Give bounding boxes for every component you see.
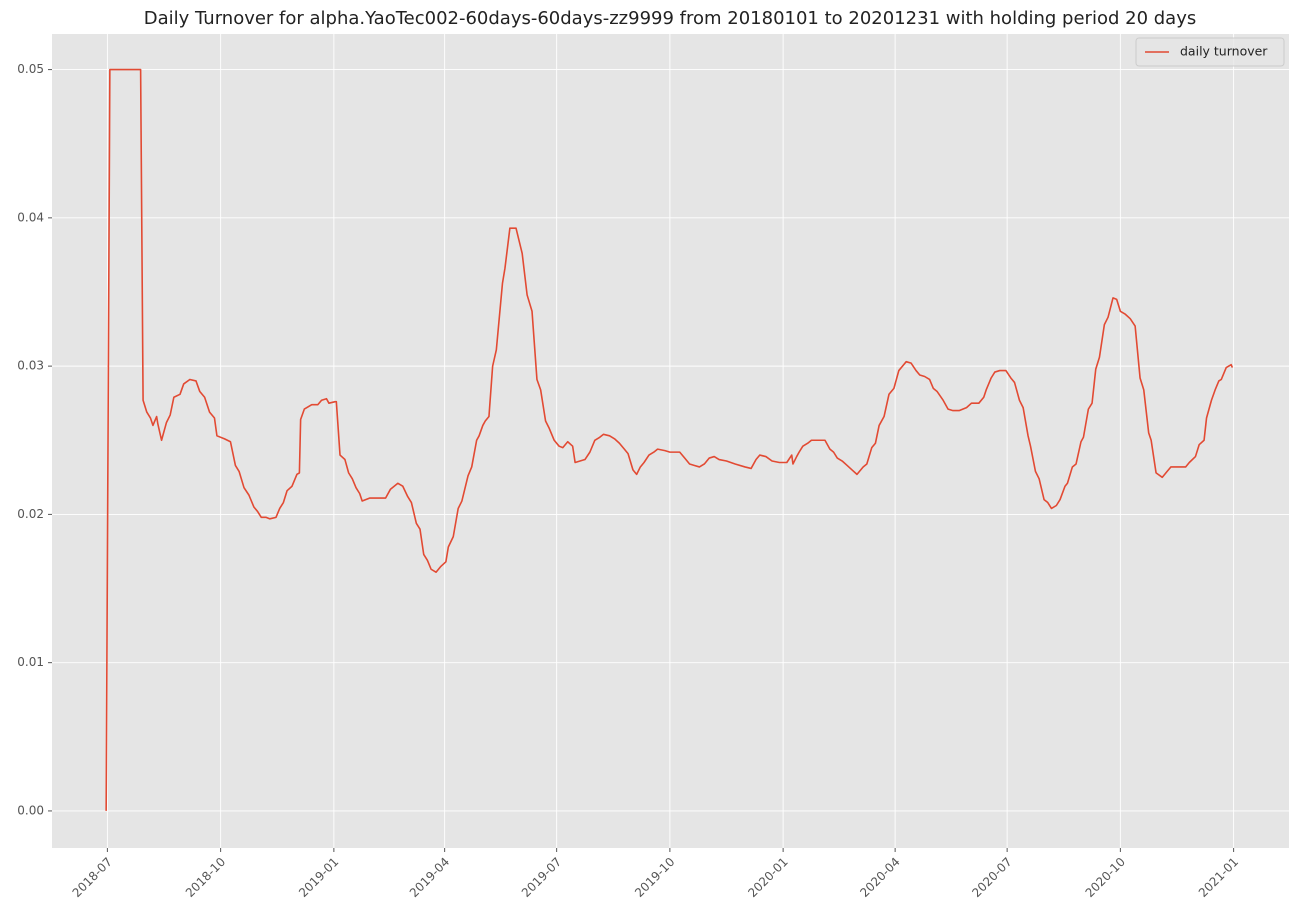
x-tick-label: 2019-10 [632,855,677,900]
x-tick-label: 2021-01 [1196,855,1241,900]
x-tick-label: 2020-10 [1083,855,1128,900]
y-tick-label: 0.05 [17,62,44,76]
x-tick-label: 2018-10 [183,855,228,900]
x-tick-label: 2018-07 [70,855,115,900]
y-tick-label: 0.01 [17,655,44,669]
legend-label: daily turnover [1180,44,1268,59]
y-tick-label: 0.00 [17,803,44,817]
plot-area [52,34,1289,848]
x-tick-label: 2020-01 [745,855,790,900]
y-tick-label: 0.02 [17,507,44,521]
x-tick-label: 2020-04 [857,855,902,900]
x-tick-label: 2020-07 [969,855,1014,900]
x-tick-label: 2019-01 [296,855,341,900]
legend-box [1135,37,1285,67]
y-tick-label: 0.03 [17,359,44,373]
series-line [105,68,1234,811]
chart-title: Daily Turnover for alpha.YaoTec002-60day… [144,8,1196,29]
x-tick-label: 2019-04 [407,855,452,900]
x-tick-label: 2019-07 [519,855,564,900]
y-tick-label: 0.04 [17,210,44,224]
